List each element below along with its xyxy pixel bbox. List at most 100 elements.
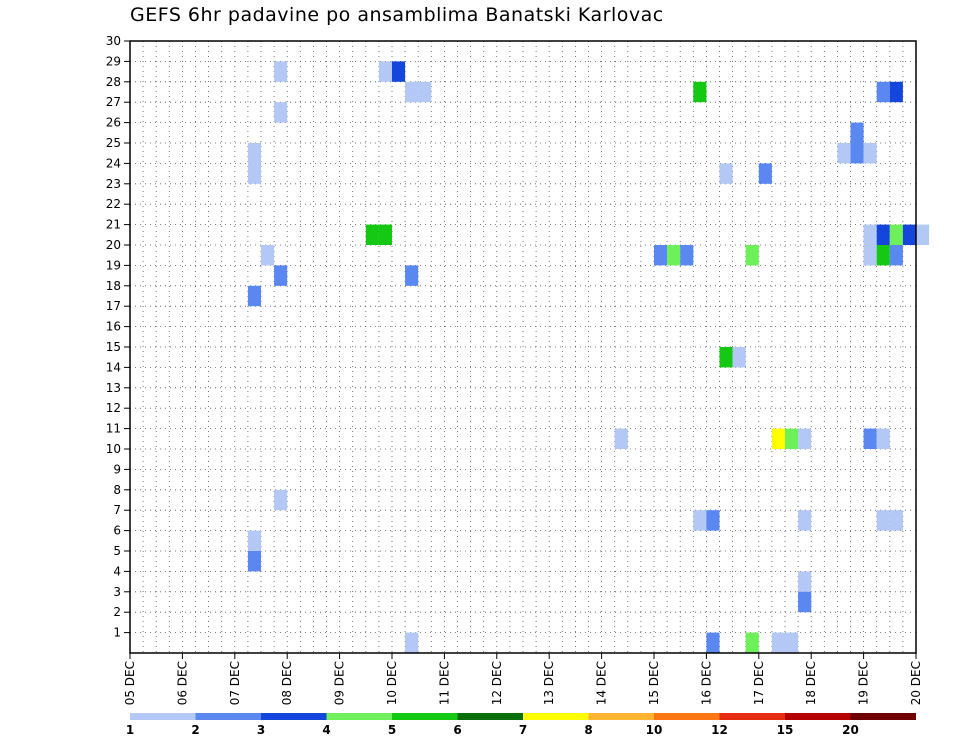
heatmap-cell	[719, 163, 733, 184]
legend-swatch	[588, 713, 654, 720]
x-tick-label: 14 DEC	[595, 661, 609, 705]
x-tick-label: 15 DEC	[647, 661, 661, 705]
heatmap-cell	[274, 489, 288, 511]
heatmap-cell	[876, 245, 890, 266]
y-tick-label: 18	[106, 279, 121, 293]
heatmap-cell	[719, 347, 733, 368]
legend-label: 8	[584, 723, 592, 737]
y-tick-label: 5	[113, 544, 121, 558]
heatmap-cell	[405, 265, 419, 286]
heatmap-cell	[771, 428, 785, 449]
legend-label: 10	[646, 723, 663, 737]
y-tick-label: 23	[106, 177, 121, 191]
legend-swatch	[850, 713, 916, 720]
legend: 1 2 3 4 5 6 7 8 10 12 15 20	[126, 713, 916, 737]
legend-swatch	[457, 713, 523, 720]
x-tick-label: 10 DEC	[385, 661, 399, 705]
heatmap-cell	[863, 143, 877, 164]
heatmap-cell	[863, 428, 877, 449]
y-tick-label: 9	[113, 462, 121, 476]
legend-label: 6	[453, 723, 461, 737]
legend-swatch	[654, 713, 720, 720]
x-tick-label: 06 DEC	[175, 661, 189, 705]
x-tick-label: 07 DEC	[228, 661, 242, 705]
y-tick-label: 15	[106, 340, 121, 354]
y-tick-label: 4	[113, 564, 121, 578]
y-tick-label: 22	[106, 197, 121, 211]
y-tick-label: 7	[113, 503, 121, 517]
heatmap-cell	[654, 245, 668, 266]
legend-swatch	[719, 713, 785, 720]
y-tick-label: 6	[113, 524, 121, 538]
heatmap-cell	[378, 61, 392, 82]
heatmap-cell	[850, 122, 864, 143]
heatmap-cell	[798, 591, 812, 613]
x-tick-label: 20 DEC	[909, 661, 923, 705]
heatmap-cell	[798, 428, 812, 449]
y-tick-label: 30	[106, 34, 121, 48]
x-tick-label: 13 DEC	[542, 661, 556, 705]
x-axis: 05 DEC 06 DEC 07 DEC 08 DEC 09 DEC 10 DEC 11 D…	[123, 653, 923, 705]
heatmap-cell	[247, 285, 261, 307]
heatmap-cell	[693, 510, 707, 531]
heatmap-cell	[693, 81, 707, 103]
x-tick-label: 18 DEC	[804, 661, 818, 705]
y-tick-label: 8	[113, 483, 121, 497]
heatmap-cell	[785, 632, 799, 653]
y-tick-label: 21	[106, 218, 121, 232]
legend-swatch	[195, 713, 261, 720]
heatmap-cell	[863, 245, 877, 266]
legend-label: 1	[126, 723, 134, 737]
heatmap-cell	[261, 245, 275, 266]
heatmap-cell	[680, 245, 694, 266]
y-tick-label: 2	[113, 605, 121, 619]
y-axis: 1234567891011121314151617181920212223242…	[106, 34, 130, 640]
legend-label: 5	[388, 723, 396, 737]
legend-label: 2	[191, 723, 199, 737]
legend-swatch	[261, 713, 327, 720]
heatmap-cell	[274, 265, 288, 286]
heatmap-cell	[667, 245, 681, 266]
heatmap-cell	[889, 224, 903, 245]
heatmap-cell	[798, 571, 812, 592]
y-tick-label: 17	[106, 299, 121, 313]
heatmap-cell	[771, 632, 785, 653]
heatmap-cell	[274, 61, 288, 82]
y-tick-label: 26	[106, 116, 121, 130]
heatmap-cell	[876, 81, 890, 103]
heatmap-cell	[889, 245, 903, 266]
x-tick-label: 16 DEC	[699, 661, 713, 705]
x-tick-label: 05 DEC	[123, 661, 137, 705]
heatmap-cell	[758, 163, 772, 184]
heatmap-cell	[392, 61, 406, 82]
heatmap-cell	[365, 224, 379, 245]
y-tick-label: 20	[106, 238, 121, 252]
y-tick-label: 25	[106, 136, 121, 150]
legend-label: 4	[322, 723, 330, 737]
heatmap-cell	[902, 224, 916, 245]
heatmap-cell	[706, 632, 720, 653]
y-tick-label: 1	[113, 626, 121, 640]
heatmap-cell	[247, 530, 261, 551]
x-tick-label: 11 DEC	[437, 661, 451, 705]
heatmap-cell	[405, 81, 419, 103]
y-tick-label: 3	[113, 585, 121, 599]
x-tick-label: 09 DEC	[333, 661, 347, 705]
legend-swatch	[392, 713, 458, 720]
y-tick-label: 28	[106, 75, 121, 89]
legend-swatch	[785, 713, 851, 720]
y-tick-label: 24	[106, 156, 121, 170]
heatmap-cell	[378, 224, 392, 245]
heatmap-cell	[889, 510, 903, 531]
heatmap-cell	[876, 428, 890, 449]
heatmap-cell	[745, 632, 759, 653]
cells	[247, 61, 930, 653]
y-tick-label: 27	[106, 95, 121, 109]
x-tick-label: 08 DEC	[280, 661, 294, 705]
heatmap-cell	[614, 428, 628, 449]
x-tick-label: 12 DEC	[490, 661, 504, 705]
heatmap-cell	[837, 143, 851, 164]
legend-label: 3	[257, 723, 265, 737]
heatmap-cell	[247, 551, 261, 572]
